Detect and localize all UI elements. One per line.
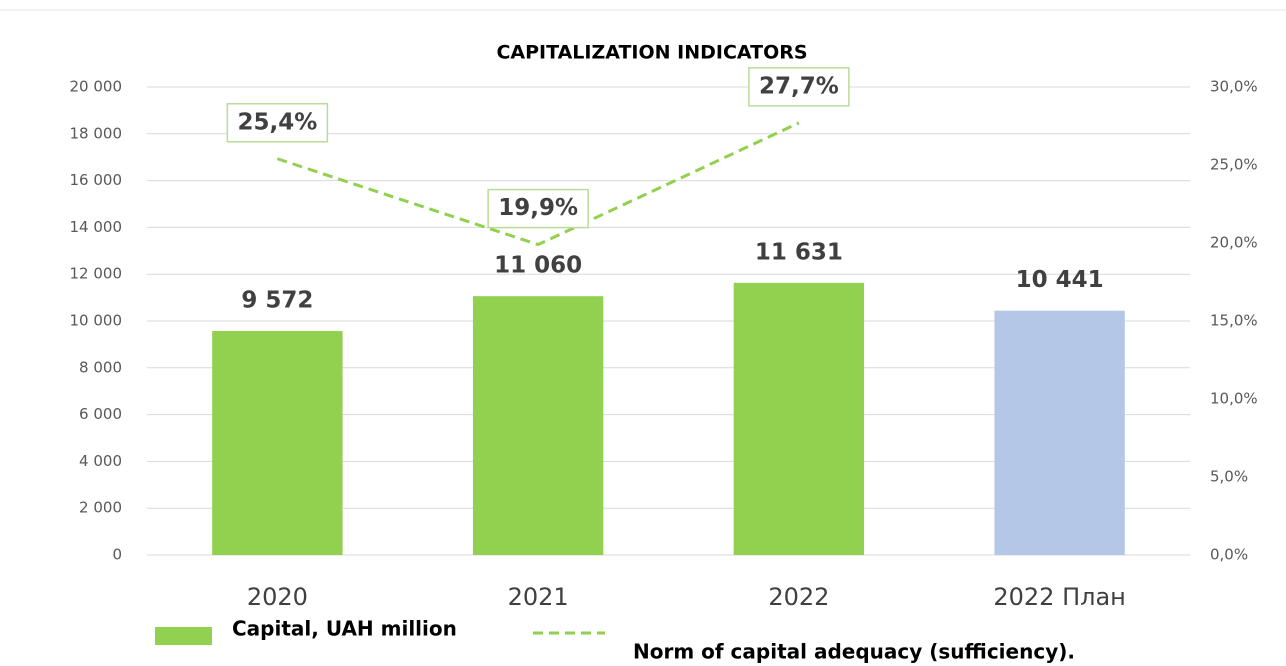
y-tick-label: 14 000 (70, 218, 123, 236)
bar (994, 310, 1125, 555)
y-tick-label: 16 000 (70, 171, 123, 189)
y-tick-label: 2 000 (79, 499, 122, 517)
bar-value-label: 11 631 (755, 239, 843, 265)
x-tick-label: 2021 (508, 583, 569, 611)
bar (733, 282, 865, 555)
y2-tick-label: 15,0% (1210, 312, 1258, 330)
y2-tick-label: 30,0% (1210, 78, 1258, 96)
legend-label: Norm of capital adequacy (sufficiency). (633, 640, 1075, 664)
bar (472, 296, 604, 555)
chart-title: CAPITALIZATION INDICATORS (496, 42, 807, 64)
y-tick-label: 12 000 (70, 265, 123, 283)
line (276, 121, 800, 247)
y-tick-label: 0 (112, 546, 122, 564)
x-tick-label: 2022 План (993, 583, 1126, 611)
line-value-label: 27,7% (759, 73, 839, 99)
y-tick-label: 6 000 (79, 405, 122, 423)
y2-tick-label: 20,0% (1210, 234, 1258, 252)
x-tick-label: 2020 (247, 583, 308, 611)
y-tick-label: 8 000 (79, 358, 122, 376)
value-label-box (487, 188, 589, 229)
legend-label: Capital, UAH million (232, 617, 457, 641)
y2-tick-label: 25,0% (1210, 156, 1258, 174)
bar-value-label: 9 572 (241, 288, 313, 314)
line-value-label: 25,4% (237, 109, 317, 135)
y-tick-label: 18 000 (70, 124, 123, 142)
y2-tick-label: 5,0% (1210, 468, 1248, 486)
value-label-box (226, 103, 329, 143)
y2-tick-label: 0,0% (1210, 546, 1248, 564)
x-tick-label: 2022 (768, 583, 829, 611)
y-tick-label: 4 000 (79, 452, 122, 470)
value-label-box (748, 67, 850, 107)
y-tick-label: 10 000 (70, 312, 123, 330)
line-value-label: 19,9% (498, 195, 578, 221)
y-tick-label: 20 000 (70, 78, 123, 96)
legend-swatch (155, 627, 212, 645)
y2-tick-label: 10,0% (1210, 390, 1258, 408)
bar (212, 331, 343, 555)
bar-value-label: 10 441 (1016, 267, 1104, 293)
bar-value-label: 11 060 (494, 253, 582, 279)
